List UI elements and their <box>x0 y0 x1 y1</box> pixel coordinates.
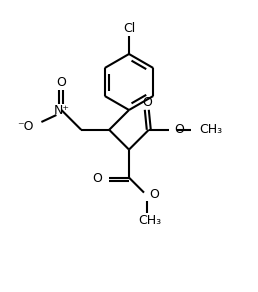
Text: O: O <box>149 188 159 201</box>
Text: N⁺: N⁺ <box>53 103 69 117</box>
Text: O: O <box>57 77 66 90</box>
Text: O: O <box>174 123 184 136</box>
Text: Cl: Cl <box>123 22 135 36</box>
Text: O: O <box>92 172 102 185</box>
Text: ⁻O: ⁻O <box>17 119 33 133</box>
Text: CH₃: CH₃ <box>199 123 222 136</box>
Text: CH₃: CH₃ <box>139 214 162 227</box>
Text: O: O <box>142 96 152 109</box>
